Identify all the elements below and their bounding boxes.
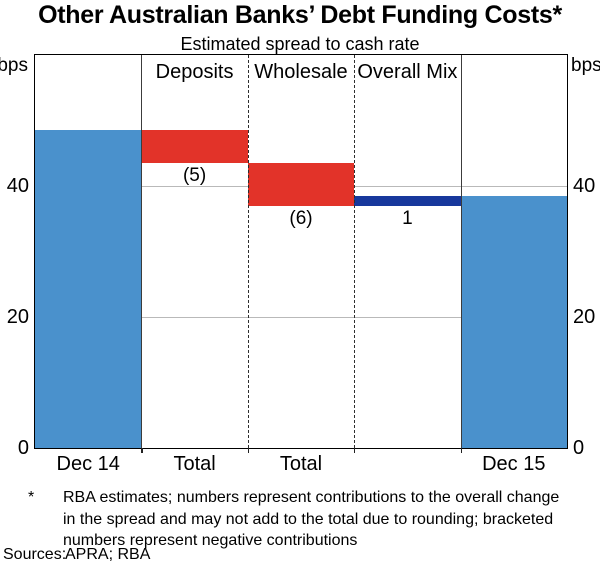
- bar-wholesale: [247, 163, 355, 206]
- y-axis-unit-right: bps: [571, 55, 600, 76]
- column-header-overall-mix: Overall Mix: [357, 61, 458, 83]
- bar-dec-15: [460, 195, 567, 448]
- footnote-marker: *: [28, 489, 35, 506]
- chart-title: Other Australian Banks’ Debt Funding Cos…: [38, 1, 562, 29]
- value-label-wholesale: (6): [289, 207, 313, 229]
- y-axis-unit-left: bps: [0, 55, 28, 76]
- sources-value: APRA; RBA: [65, 546, 151, 563]
- bar-deposits: [141, 130, 248, 164]
- x-axis-tick-4: [460, 448, 462, 453]
- chart-subtitle: Estimated spread to cash rate: [180, 34, 420, 54]
- column-divider-1: [141, 55, 143, 448]
- x-axis-tick-2: [247, 448, 250, 453]
- value-label-deposits: (5): [182, 165, 207, 187]
- plot-area: Dec 14 Deposits (5) Total Wholesale (6) Total O…: [7, 54, 595, 475]
- y-tick-left-20: 20: [6, 306, 29, 328]
- value-label-overall-mix: 1: [402, 207, 413, 229]
- x-axis-label-wholesale: Total: [279, 453, 323, 475]
- y-tick-left-40: 40: [6, 175, 29, 197]
- footnote-line-2: in the spread and may not add to the tot…: [63, 510, 554, 528]
- footnote-line-1: RBA estimates; numbers represent contrib…: [63, 489, 560, 506]
- x-axis-label-dec-14: Dec 14: [56, 453, 120, 475]
- gridline-20: [35, 317, 567, 318]
- column-divider-3: [354, 55, 356, 448]
- column-header-deposits: Deposits: [155, 61, 234, 83]
- footnote-line-3: numbers represent negative contributions: [63, 532, 358, 549]
- y-tick-right-40: 40: [573, 175, 596, 197]
- x-axis-label-dec-15: Dec 15: [482, 453, 546, 475]
- y-tick-left-0: 0: [17, 437, 29, 459]
- column-header-wholesale: Wholesale: [254, 61, 348, 83]
- y-tick-right-0: 0: [573, 437, 585, 459]
- x-axis-tick-1: [141, 448, 143, 453]
- column-divider-2: [247, 55, 249, 448]
- sources-label: Sources:: [3, 546, 67, 563]
- x-axis-label-deposits: Total: [173, 453, 216, 475]
- bar-dec-14: [35, 130, 142, 448]
- y-tick-right-20: 20: [573, 306, 596, 328]
- bar-overall-mix: [354, 195, 461, 206]
- footnote-text: RBA estimates; numbers represent contrib…: [63, 487, 573, 552]
- x-axis-tick-3: [354, 448, 356, 453]
- column-divider-4: [460, 55, 462, 448]
